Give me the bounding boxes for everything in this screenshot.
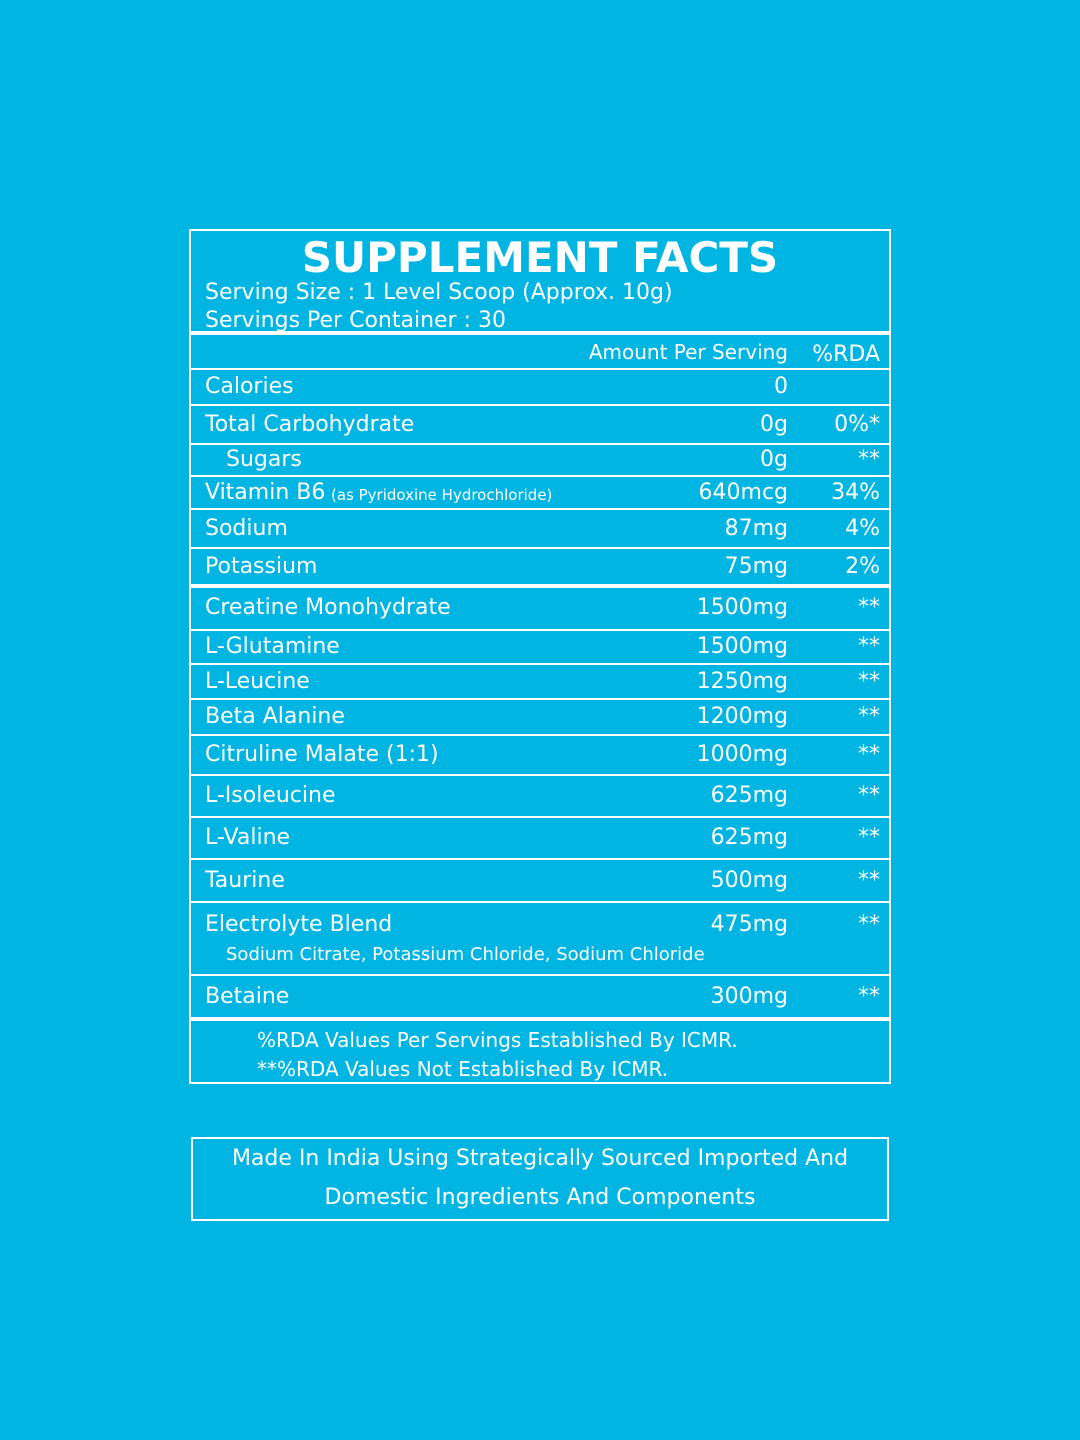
amount: 475mg — [710, 912, 788, 937]
nutrient-name: Calories — [205, 374, 294, 399]
nutrient-sub: Sodium Citrate, Potassium Chloride, Sodi… — [226, 944, 705, 965]
footnote: **%RDA Values Not Established By ICMR. — [257, 1057, 669, 1081]
nutrient-name: Citruline Malate (1:1) — [205, 742, 439, 767]
thick-rule — [189, 584, 891, 588]
rda: ** — [858, 447, 880, 472]
rule — [189, 368, 891, 370]
rule — [189, 663, 891, 665]
amount: 1200mg — [696, 704, 788, 729]
facts-box — [189, 229, 891, 1084]
rda: 0%* — [834, 411, 880, 437]
nutrient-name: Electrolyte Blend — [205, 912, 393, 937]
rda: ** — [858, 634, 880, 659]
rule — [189, 734, 891, 736]
amount: 1250mg — [696, 668, 788, 694]
amount: 500mg — [710, 867, 788, 893]
rda: 2% — [845, 554, 880, 579]
amount: 640mcg — [698, 479, 788, 505]
rda: ** — [858, 742, 880, 767]
rda: ** — [858, 668, 880, 694]
rule — [189, 816, 891, 818]
rule — [189, 443, 891, 445]
footer-box — [191, 1137, 889, 1221]
rule — [189, 547, 891, 549]
rda: ** — [858, 984, 880, 1009]
amount: 0 — [774, 374, 788, 399]
nutrient-note: (as Pyridoxine Hydrochloride) — [331, 485, 553, 504]
amount: 0g — [760, 411, 788, 437]
thick-rule — [189, 1017, 891, 1021]
rda: ** — [858, 867, 880, 893]
rule — [189, 974, 891, 976]
nutrient-name: L-Glutamine — [205, 634, 340, 659]
rda: ** — [858, 912, 880, 937]
rda: 4% — [845, 515, 880, 541]
column-header: Amount Per Serving — [588, 340, 788, 364]
rule — [189, 774, 891, 776]
rda: 34% — [831, 479, 880, 505]
serving-size: Serving Size : 1 Level Scoop (Approx. 10… — [205, 280, 673, 305]
footer-line: Domestic Ingredients And Components — [324, 1185, 756, 1210]
amount: 87mg — [724, 515, 788, 541]
nutrient-name: Sugars — [226, 447, 302, 472]
thick-rule — [189, 331, 891, 335]
rule — [189, 858, 891, 860]
column-header: %RDA — [812, 342, 880, 367]
amount: 300mg — [710, 984, 788, 1009]
nutrient-name: L-Isoleucine — [205, 783, 336, 808]
amount: 625mg — [710, 783, 788, 808]
rda: ** — [858, 595, 880, 620]
nutrient-name: Creatine Monohydrate — [205, 595, 451, 620]
rda: ** — [858, 825, 880, 850]
rda: ** — [858, 704, 880, 729]
nutrient-name: Taurine — [205, 867, 285, 893]
nutrient-name: Total Carbohydrate — [205, 411, 415, 437]
title: SUPPLEMENT FACTS — [301, 233, 779, 282]
amount: 75mg — [724, 554, 788, 579]
rda: ** — [858, 783, 880, 808]
footnote: %RDA Values Per Servings Established By … — [257, 1028, 738, 1052]
amount: 625mg — [710, 825, 788, 850]
amount: 1000mg — [696, 742, 788, 767]
rule — [189, 475, 891, 477]
nutrient-name: Potassium — [205, 554, 318, 579]
footer-line: Made In India Using Strategically Source… — [231, 1146, 849, 1171]
rule — [189, 404, 891, 406]
nutrient-name: Sodium — [205, 515, 288, 541]
amount: 0g — [760, 447, 788, 472]
nutrient-name: L-Valine — [205, 825, 291, 850]
nutrient-name: L-Leucine — [205, 668, 310, 694]
amount: 1500mg — [696, 634, 788, 659]
servings-per-container: Servings Per Container : 30 — [205, 308, 506, 333]
nutrient-name: Betaine — [205, 984, 290, 1009]
rule — [189, 901, 891, 903]
rule — [189, 629, 891, 631]
nutrient-name: Beta Alanine — [205, 704, 345, 729]
nutrient-name: Vitamin B6 — [205, 479, 326, 505]
rule — [189, 508, 891, 510]
amount: 1500mg — [696, 595, 788, 620]
rule — [189, 698, 891, 700]
